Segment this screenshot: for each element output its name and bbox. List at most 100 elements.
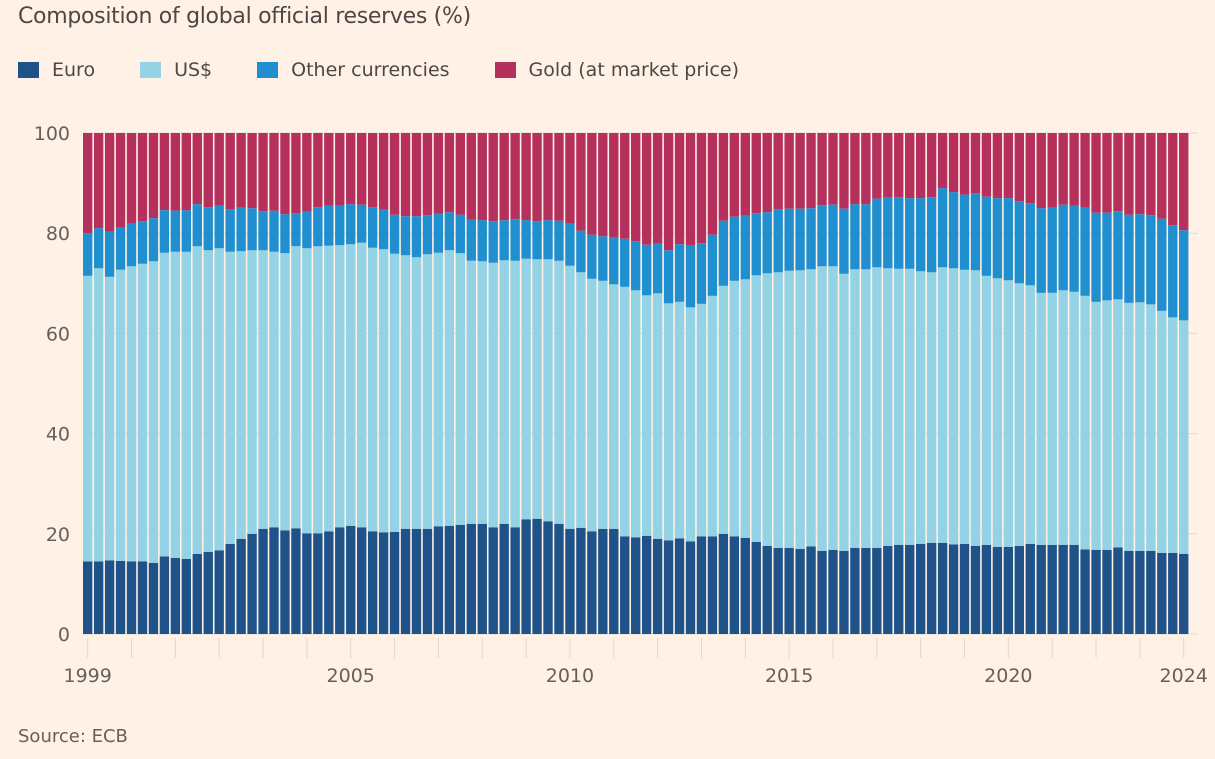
bar-segment-euro-2021Q1 [1047,544,1057,634]
bar-segment-euro-2020Q1 [1003,546,1014,634]
bar-segment-euro-2008Q1 [477,523,487,634]
bar-segment-gold-2014Q4 [773,133,783,210]
bar-segment-usd-2023Q4 [1168,317,1178,553]
x-tick-label-2010: 2010 [546,665,594,687]
bar-segment-usd-2022Q1 [1091,301,1101,550]
legend-label-other: Other currencies [291,59,450,81]
bar-2020Q2 [1014,133,1024,634]
bar-segment-euro-2022Q2 [1102,549,1112,634]
bar-segment-gold-2023Q1 [1135,133,1145,215]
bar-segment-gold-2009Q3 [543,133,553,221]
bar-segment-gold-2008Q2 [488,133,498,222]
bar-2016Q3 [850,133,860,634]
y-tick-label-40: 40 [46,424,70,446]
bar-segment-euro-2017Q3 [894,544,904,634]
bar-2001Q1 [170,133,181,634]
bar-2004Q3 [324,133,334,634]
bar-segment-usd-2015Q3 [806,269,816,547]
bar-segment-gold-2004Q2 [313,133,323,208]
bar-segment-usd-2019Q3 [981,275,992,545]
bar-segment-other-2017Q1 [872,198,882,268]
bar-segment-usd-2010Q2 [576,272,586,528]
bar-segment-gold-2016Q1 [828,133,838,205]
bar-segment-euro-2000Q2 [137,561,148,634]
bar-2020Q4 [1036,133,1046,634]
bar-segment-gold-2015Q3 [806,133,816,209]
bar-segment-other-2007Q2 [444,212,455,251]
bar-segment-other-1999Q2 [93,228,104,269]
bar-segment-gold-2000Q1 [126,133,137,224]
bar-segment-usd-2013Q4 [729,280,740,537]
bar-segment-usd-2005Q3 [367,247,378,532]
bar-segment-other-2010Q3 [587,234,597,279]
bar-segment-other-2015Q4 [817,205,827,267]
bar-segment-euro-2013Q3 [718,533,729,634]
bar-segment-usd-2015Q2 [795,270,805,549]
bar-segment-usd-2011Q4 [641,295,652,536]
bar-2019Q2 [970,133,981,634]
bar-segment-gold-2004Q1 [302,133,312,212]
bar-segment-other-2008Q4 [510,219,520,261]
bar-segment-gold-2023Q4 [1168,133,1178,226]
bar-2016Q1 [828,133,838,634]
bar-segment-other-2010Q2 [576,230,586,273]
bar-segment-euro-2010Q1 [565,528,575,634]
bar-2021Q2 [1058,133,1068,634]
bar-segment-other-2000Q4 [159,210,170,253]
bar-segment-usd-2006Q3 [411,257,422,529]
bar-segment-usd-2011Q1 [609,284,619,529]
bar-segment-euro-2000Q1 [126,561,137,634]
bar-2011Q4 [641,133,652,634]
bar-segment-usd-2009Q2 [532,259,542,519]
bar-segment-euro-2007Q4 [466,523,476,634]
x-tick-label-2020: 2020 [984,665,1032,687]
bar-segment-usd-2011Q2 [620,286,630,537]
bar-2016Q4 [861,133,871,634]
bar-segment-usd-2012Q1 [652,293,663,539]
bar-segment-usd-2010Q4 [598,280,608,529]
y-tick-label-100: 100 [34,123,70,145]
bar-segment-other-2017Q2 [883,197,893,269]
bar-segment-other-2008Q1 [477,220,487,262]
bar-segment-other-2014Q4 [773,209,783,273]
bar-segment-other-2011Q1 [609,237,619,285]
bar-segment-gold-2000Q3 [148,133,159,219]
bar-segment-other-2023Q4 [1168,225,1178,318]
y-tick-label-20: 20 [46,524,70,546]
bar-2010Q1 [565,133,575,634]
bar-segment-other-2019Q3 [981,196,992,276]
bar-segment-gold-1999Q4 [115,133,126,228]
bar-segment-other-2009Q2 [532,221,542,260]
bar-2011Q3 [631,133,641,634]
bar-segment-euro-2003Q4 [291,528,301,634]
bar-segment-usd-2012Q3 [674,301,685,539]
bar-segment-usd-2023Q1 [1135,302,1145,551]
bar-segment-euro-2016Q3 [850,547,860,634]
bar-segment-usd-2005Q2 [357,242,367,528]
bar-segment-euro-1999Q3 [104,560,115,634]
bar-2001Q2 [181,133,191,634]
bar-segment-other-2015Q1 [784,208,794,271]
bar-segment-other-2014Q3 [762,212,772,274]
bar-segment-usd-2008Q2 [488,262,498,528]
bar-2008Q1 [477,133,487,634]
bar-segment-usd-2014Q4 [773,272,783,548]
bar-segment-gold-2022Q3 [1113,133,1123,212]
bar-segment-euro-2002Q1 [214,550,224,634]
bar-segment-euro-2023Q3 [1157,552,1167,634]
bar-segment-other-2020Q2 [1014,201,1024,284]
bar-segment-euro-2022Q4 [1124,550,1134,634]
bar-segment-euro-2015Q1 [784,547,794,634]
bar-2006Q1 [389,133,400,634]
bar-2000Q3 [148,133,159,634]
bar-segment-gold-2003Q2 [269,133,279,211]
bar-segment-usd-1999Q4 [115,269,126,561]
bar-segment-other-2013Q1 [696,243,707,304]
bar-2000Q4 [159,133,170,634]
bar-2009Q2 [532,133,542,634]
bar-segment-gold-2007Q4 [466,133,476,220]
bar-segment-usd-2000Q1 [126,266,137,562]
bar-segment-other-2018Q1 [915,198,926,272]
bar-segment-usd-2006Q4 [422,254,433,529]
bar-2000Q1 [126,133,137,634]
